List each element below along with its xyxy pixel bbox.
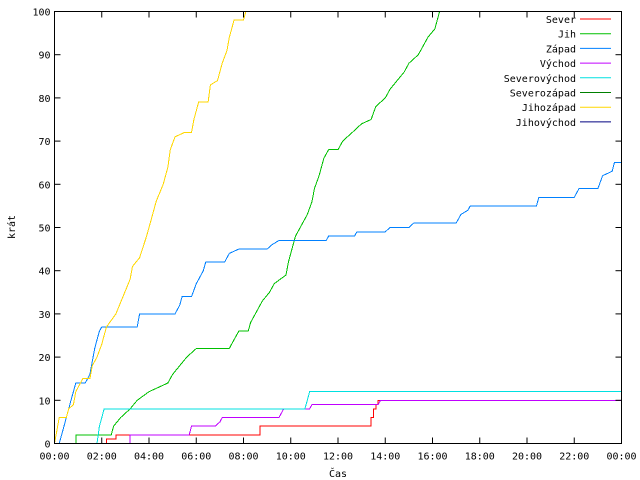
y-tick-label: 40: [38, 267, 50, 278]
x-tick-label: 22:00: [559, 452, 589, 463]
legend: Sever Jih Západ Východ Severovýchod Severozáp…: [504, 15, 611, 129]
legend-label: Severozápad: [510, 88, 576, 100]
y-tick-label: 100: [32, 8, 50, 19]
x-tick-label: 14:00: [370, 452, 400, 463]
x-tick-label: 10:00: [276, 452, 306, 463]
legend-label: Západ: [546, 43, 576, 55]
x-tick-label: 06:00: [181, 452, 211, 463]
y-axis: 0 10 20 30 40 50 60 70 80 90 100: [32, 8, 622, 451]
series-line-1: [106, 399, 622, 444]
y-tick-label: 20: [38, 353, 50, 364]
x-tick-label: 16:00: [417, 452, 447, 463]
y-tick-label: 10: [38, 396, 50, 407]
x-axis-label: Čas: [329, 467, 347, 480]
y-tick-label: 50: [38, 224, 50, 235]
x-tick-label: 00:00: [39, 452, 69, 463]
legend-label: Sever: [546, 15, 576, 26]
y-tick-label: 30: [38, 310, 50, 321]
legend-label: Severovýchod: [504, 73, 576, 85]
x-tick-label: 08:00: [228, 452, 258, 463]
series-line-7: [54, 11, 247, 444]
legend-label: Východ: [540, 58, 576, 70]
series-line-2: [75, 11, 441, 444]
series-line-5: [96, 391, 622, 444]
legend-label: Jihovýchod: [516, 117, 576, 129]
y-tick-label: 60: [38, 180, 50, 191]
x-axis: 00:00 02:00 04:00 06:00 08:00 10:00 12:00 14:00…: [39, 11, 637, 463]
plot-lines: [54, 11, 622, 444]
x-tick-label: 18:00: [465, 452, 495, 463]
y-tick-label: 70: [38, 137, 50, 148]
legend-label: Jihozápad: [522, 102, 576, 114]
y-tick-label: 80: [38, 94, 50, 105]
series-line-3: [58, 162, 622, 444]
y-tick-label: 0: [44, 440, 50, 451]
x-tick-label: 20:00: [512, 452, 542, 463]
x-tick-label: 02:00: [87, 452, 117, 463]
series-line-4: [129, 399, 622, 444]
y-axis-label: krát: [6, 215, 18, 239]
x-tick-label: 04:00: [134, 452, 164, 463]
legend-label: Jih: [558, 30, 576, 41]
y-tick-label: 90: [38, 51, 50, 62]
x-tick-label: 00:00: [606, 452, 636, 463]
x-tick-label: 12:00: [323, 452, 353, 463]
